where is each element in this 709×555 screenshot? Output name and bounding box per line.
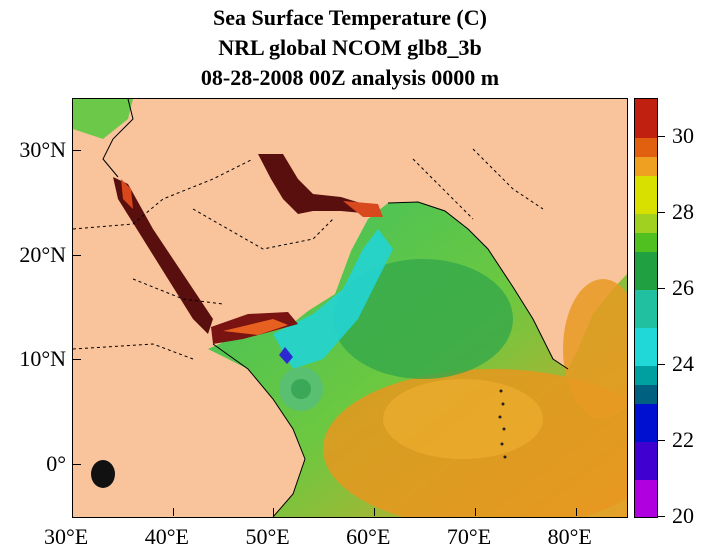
colorbar-band [635, 355, 657, 366]
colorbar-label: 24 [672, 351, 694, 376]
colorbar-band [635, 469, 657, 480]
colorbar-band [635, 498, 657, 508]
map-title-line-1: Sea Surface Temperature (C) [213, 5, 487, 30]
colorbar-band [635, 108, 657, 119]
y-tick-label: 10°N [19, 346, 66, 372]
colorbar-band [635, 479, 657, 489]
map-title-line-3: 08-28-2008 00Z analysis 0000 m [200, 65, 500, 90]
colorbar-tick [657, 136, 665, 137]
colorbar-tick [657, 288, 665, 289]
colorbar-band [635, 327, 657, 337]
colorbar-band [635, 460, 657, 470]
x-tick-mark [575, 508, 577, 516]
red-sea [113, 177, 213, 334]
colorbar-band [635, 241, 657, 252]
colorbar-band [635, 317, 657, 328]
x-tick-mark [72, 508, 73, 516]
y-tick-mark [73, 463, 81, 465]
x-tick-mark [474, 508, 476, 516]
y-tick-label: 0° [46, 450, 66, 476]
colorbar-band [635, 156, 657, 166]
x-tick-label: 70°E [446, 524, 492, 549]
colorbar-band [635, 165, 657, 176]
colorbar-band [635, 431, 657, 442]
colorbar-label: 26 [672, 275, 694, 300]
colorbar-tick [657, 440, 665, 441]
x-tick-label: 80°E [547, 524, 592, 549]
country-borders [73, 148, 544, 360]
colorbar-band [635, 175, 657, 185]
colorbar-band [635, 393, 657, 404]
colorbar-band [635, 289, 657, 299]
colorbar-band [635, 422, 657, 432]
colorbar-band [635, 336, 657, 347]
lake-victoria [91, 460, 115, 488]
x-tick-label: 40°E [144, 524, 189, 549]
x-tick-mark [273, 508, 275, 516]
sst-map-canvas [73, 99, 627, 517]
bay-of-bengal [563, 279, 627, 419]
y-tick-mark [73, 359, 81, 361]
upwelling-zone [273, 229, 393, 369]
colorbar-band [635, 203, 657, 214]
colorbar-band [635, 346, 657, 356]
colorbar-band [635, 450, 657, 461]
colorbar-band [635, 118, 657, 128]
cold-spot [279, 347, 293, 364]
colorbar-band [635, 365, 657, 375]
colorbar-band [635, 251, 657, 261]
x-tick-label: 50°E [245, 524, 290, 549]
colorbar-band [635, 298, 657, 309]
x-tick-label: 60°E [346, 524, 391, 549]
colorbar-band [635, 374, 657, 385]
mediterranean-sea [73, 99, 133, 139]
colorbar-band [635, 279, 657, 290]
colorbar-tick [657, 516, 665, 517]
colorbar-band [635, 137, 657, 147]
y-tick-label: 20°N [19, 241, 66, 267]
colorbar-band [635, 412, 657, 423]
y-tick-mark [73, 254, 81, 256]
colorbar-band [635, 99, 657, 109]
colorbar-band [635, 213, 657, 223]
x-tick-mark [172, 508, 174, 516]
colorbar-band [635, 194, 657, 204]
colorbar-band [635, 146, 657, 157]
sst-map [72, 98, 628, 518]
colorbar-band [635, 507, 657, 517]
colorbar-label: 20 [672, 503, 694, 528]
maldives-islands [498, 389, 507, 459]
coastlines [102, 99, 569, 517]
colorbar-band [635, 441, 657, 451]
y-tick-mark [73, 150, 81, 152]
colorbar-band [635, 308, 657, 318]
colorbar [634, 98, 658, 518]
colorbar-label: 28 [672, 199, 694, 224]
map-title-line-2: NRL global NCOM glb8_3b [218, 35, 482, 60]
colorbar-band [635, 270, 657, 280]
colorbar-band [635, 232, 657, 242]
colorbar-tick [657, 212, 665, 213]
x-tick-mark [374, 508, 376, 516]
colorbar-band [635, 184, 657, 195]
colorbar-band [635, 403, 657, 413]
colorbar-label: 30 [672, 123, 694, 148]
x-tick-label: 30°E [44, 524, 89, 549]
colorbar-tick [657, 364, 665, 365]
colorbar-label: 22 [672, 427, 694, 452]
colorbar-band [635, 127, 657, 138]
colorbar-band [635, 488, 657, 499]
colorbar-band [635, 384, 657, 394]
colorbar-band [635, 260, 657, 271]
y-tick-label: 30°N [19, 137, 66, 163]
colorbar-band [635, 222, 657, 233]
persian-gulf [258, 154, 373, 214]
